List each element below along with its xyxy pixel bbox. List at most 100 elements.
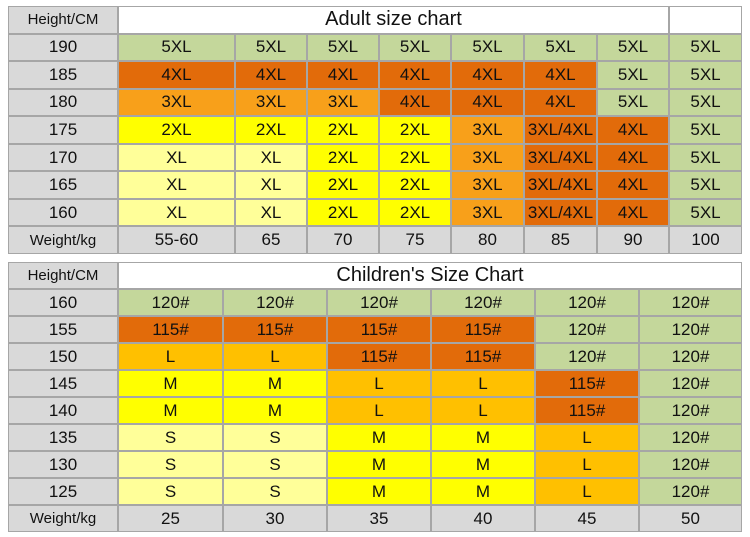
size-cell: M bbox=[223, 397, 327, 424]
size-cell: M bbox=[431, 451, 535, 478]
size-cell: XL bbox=[118, 198, 235, 227]
size-cell: 4XL bbox=[451, 88, 524, 117]
table-title: Children's Size Chart bbox=[118, 262, 742, 289]
size-cell: S bbox=[223, 451, 327, 478]
header-blank bbox=[669, 6, 742, 34]
size-cell: 4XL bbox=[379, 61, 451, 89]
size-cell: M bbox=[118, 397, 223, 424]
size-cell: 2XL bbox=[379, 116, 451, 144]
footer-label: Weight/kg bbox=[8, 226, 118, 254]
weight-label: 65 bbox=[235, 226, 307, 254]
size-cell: 115# bbox=[118, 316, 223, 343]
size-cell: 120# bbox=[535, 289, 639, 316]
size-cell: L bbox=[431, 397, 535, 424]
size-cell: 120# bbox=[223, 289, 327, 316]
size-cell: 115# bbox=[431, 343, 535, 370]
size-cell: 5XL bbox=[669, 61, 742, 89]
size-cell: M bbox=[223, 370, 327, 397]
size-cell: 120# bbox=[639, 478, 742, 505]
height-label: 180 bbox=[8, 88, 118, 117]
size-cell: XL bbox=[118, 171, 235, 199]
size-cell: 4XL bbox=[524, 61, 597, 89]
size-cell: 5XL bbox=[669, 171, 742, 199]
size-cell: 120# bbox=[535, 316, 639, 343]
weight-label: 30 bbox=[223, 505, 327, 532]
size-cell: 3XL bbox=[118, 88, 235, 117]
height-label: 130 bbox=[8, 451, 118, 478]
size-cell: XL bbox=[235, 143, 307, 172]
weight-label: 25 bbox=[118, 505, 223, 532]
weight-label: 75 bbox=[379, 226, 451, 254]
size-cell: 5XL bbox=[669, 198, 742, 227]
height-label: 150 bbox=[8, 343, 118, 370]
size-cell: 120# bbox=[639, 289, 742, 316]
size-cell: L bbox=[118, 343, 223, 370]
size-cell: 2XL bbox=[379, 198, 451, 227]
size-cell: 3XL/4XL bbox=[524, 198, 597, 227]
size-cell: 4XL bbox=[379, 88, 451, 117]
weight-label: 35 bbox=[327, 505, 431, 532]
size-cell: M bbox=[327, 451, 431, 478]
size-cell: 4XL bbox=[524, 88, 597, 117]
size-cell: L bbox=[431, 370, 535, 397]
height-label: 185 bbox=[8, 61, 118, 89]
size-cell: S bbox=[118, 478, 223, 505]
size-cell: 115# bbox=[327, 316, 431, 343]
size-cell: 5XL bbox=[235, 33, 307, 62]
height-label: 170 bbox=[8, 143, 118, 172]
weight-label: 55-60 bbox=[118, 226, 235, 254]
size-cell: 120# bbox=[118, 289, 223, 316]
size-cell: 3XL/4XL bbox=[524, 143, 597, 172]
weight-label: 40 bbox=[431, 505, 535, 532]
size-cell: L bbox=[535, 424, 639, 451]
height-label: 190 bbox=[8, 33, 118, 62]
size-cell: 5XL bbox=[597, 61, 669, 89]
size-cell: M bbox=[327, 424, 431, 451]
size-cell: XL bbox=[235, 198, 307, 227]
weight-label: 45 bbox=[535, 505, 639, 532]
size-cell: L bbox=[327, 397, 431, 424]
size-cell: L bbox=[327, 370, 431, 397]
weight-label: 70 bbox=[307, 226, 379, 254]
size-cell: 3XL bbox=[451, 198, 524, 227]
size-cell: 2XL bbox=[379, 171, 451, 199]
weight-label: 50 bbox=[639, 505, 742, 532]
size-cell: 4XL bbox=[235, 61, 307, 89]
corner-header: Height/CM bbox=[8, 6, 118, 34]
size-cell: 5XL bbox=[379, 33, 451, 62]
size-cell: S bbox=[223, 424, 327, 451]
height-label: 145 bbox=[8, 370, 118, 397]
size-cell: 120# bbox=[639, 397, 742, 424]
size-cell: M bbox=[118, 370, 223, 397]
size-cell: 2XL bbox=[235, 116, 307, 144]
size-cell: 115# bbox=[223, 316, 327, 343]
size-cell: 5XL bbox=[669, 116, 742, 144]
size-cell: 120# bbox=[639, 343, 742, 370]
size-cell: 2XL bbox=[307, 171, 379, 199]
height-label: 160 bbox=[8, 289, 118, 316]
size-cell: S bbox=[223, 478, 327, 505]
size-cell: 4XL bbox=[597, 171, 669, 199]
height-label: 160 bbox=[8, 198, 118, 227]
size-cell: 4XL bbox=[451, 61, 524, 89]
size-cell: 5XL bbox=[597, 33, 669, 62]
size-cell: L bbox=[223, 343, 327, 370]
weight-label: 100 bbox=[669, 226, 742, 254]
size-cell: S bbox=[118, 424, 223, 451]
size-cell: 5XL bbox=[669, 88, 742, 117]
size-cell: M bbox=[431, 478, 535, 505]
size-cell: 115# bbox=[535, 370, 639, 397]
size-cell: 120# bbox=[639, 370, 742, 397]
size-cell: 2XL bbox=[307, 143, 379, 172]
size-cell: 3XL bbox=[451, 171, 524, 199]
height-label: 155 bbox=[8, 316, 118, 343]
size-cell: L bbox=[535, 478, 639, 505]
size-cell: M bbox=[327, 478, 431, 505]
size-cell: 5XL bbox=[524, 33, 597, 62]
size-cell: 5XL bbox=[118, 33, 235, 62]
table-title: Adult size chart bbox=[118, 6, 669, 34]
height-label: 140 bbox=[8, 397, 118, 424]
size-cell: 5XL bbox=[669, 143, 742, 172]
weight-label: 90 bbox=[597, 226, 669, 254]
size-cell: 4XL bbox=[597, 198, 669, 227]
